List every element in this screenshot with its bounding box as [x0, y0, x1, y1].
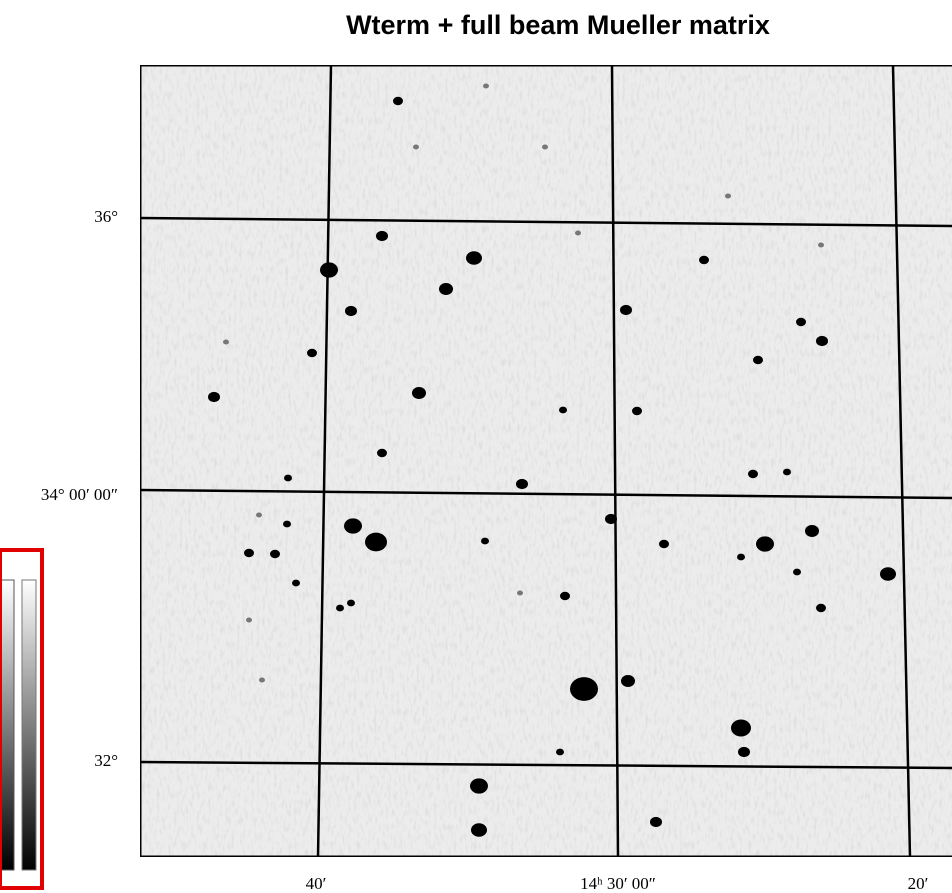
- source: [208, 391, 220, 403]
- source: [605, 513, 617, 525]
- source: [336, 604, 344, 612]
- grid-line: [140, 216, 952, 228]
- grid-line: [140, 488, 952, 500]
- source: [753, 355, 763, 365]
- coordinate-grid: [140, 65, 952, 857]
- source: [223, 339, 229, 345]
- x-label: 20′: [908, 874, 929, 893]
- source: [471, 823, 487, 837]
- grid-line: [891, 65, 912, 857]
- colorbar: [21, 579, 37, 871]
- source: [516, 478, 528, 490]
- highlight-box: [0, 548, 44, 890]
- source: [620, 304, 632, 316]
- source: [816, 603, 826, 613]
- source: [796, 317, 806, 327]
- grid-line: [610, 65, 620, 857]
- source: [244, 548, 254, 558]
- source: [393, 96, 403, 106]
- source: [256, 512, 262, 518]
- source: [816, 335, 828, 347]
- source: [699, 255, 709, 265]
- source: [292, 579, 300, 587]
- source: [284, 474, 292, 482]
- source: [805, 525, 819, 537]
- source: [377, 448, 387, 458]
- source: [466, 251, 482, 265]
- source: [259, 677, 265, 683]
- source: [756, 536, 774, 552]
- source: [559, 406, 567, 414]
- source: [731, 719, 751, 737]
- grid-line: [316, 65, 333, 857]
- source: [320, 262, 338, 278]
- source: [483, 83, 489, 89]
- title: Wterm + full beam Mueller matrix: [346, 10, 770, 40]
- source: [632, 406, 642, 416]
- sources: [208, 83, 896, 837]
- source: [621, 675, 635, 687]
- x-label: 14ʰ 30′ 00″: [580, 874, 656, 893]
- source: [307, 348, 317, 358]
- source: [413, 144, 419, 150]
- source: [412, 387, 426, 399]
- source: [283, 520, 291, 528]
- map-noise: [140, 65, 952, 857]
- source: [439, 283, 453, 295]
- source: [659, 539, 669, 549]
- source: [481, 537, 489, 545]
- y-label: 34° 00′ 00″: [41, 485, 118, 504]
- source: [575, 230, 581, 236]
- source: [344, 518, 362, 534]
- source: [818, 242, 824, 248]
- source: [556, 748, 564, 756]
- source: [793, 568, 801, 576]
- source: [246, 617, 252, 623]
- y-label: 36°: [94, 207, 118, 226]
- source: [737, 553, 745, 561]
- source: [570, 677, 598, 701]
- source: [470, 778, 488, 794]
- source: [270, 549, 280, 559]
- source: [725, 193, 731, 199]
- source: [650, 816, 662, 828]
- grid-line: [140, 760, 952, 770]
- source: [376, 230, 388, 242]
- source: [347, 599, 355, 607]
- y-label: 32°: [94, 751, 118, 770]
- source: [560, 591, 570, 601]
- source: [517, 590, 523, 596]
- colorbar-strip: [0, 579, 15, 871]
- source: [542, 144, 548, 150]
- source: [738, 746, 750, 758]
- source: [748, 469, 758, 479]
- sky-map: [140, 65, 952, 857]
- source: [345, 305, 357, 317]
- source: [365, 532, 387, 552]
- x-label: 40′: [306, 874, 327, 893]
- colorbar-panel: [0, 548, 44, 890]
- source: [880, 567, 896, 581]
- source: [783, 468, 791, 476]
